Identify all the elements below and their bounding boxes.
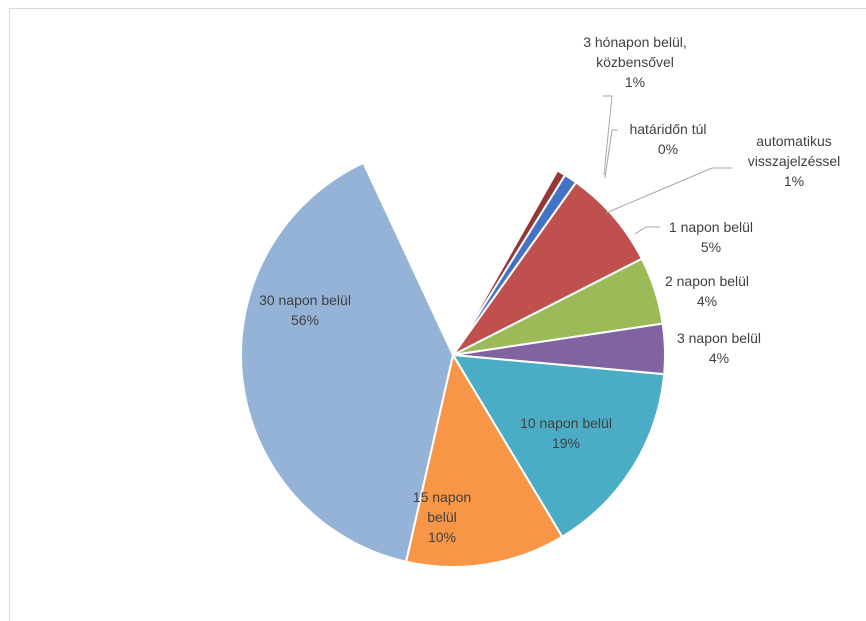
leader-lines (603, 95, 732, 235)
label-3-honapon: 3 hónapon belül, közbensővel 1% (583, 34, 687, 90)
chart-area (9, 8, 866, 621)
slice-hataridon-tul (452, 169, 558, 356)
label-1-napon: 1 napon belül 5% (669, 219, 753, 255)
leader-3-honapon (603, 95, 613, 176)
slice-15-napon (404, 352, 564, 568)
label-10-napon: 10 napon belül 19% (520, 415, 612, 451)
slice-10-napon (451, 353, 666, 539)
data-labels: automatikus visszajelzéssel 1% 1 napon belü… (259, 34, 840, 545)
leader-hataridon-tul (604, 129, 618, 179)
leader-automatikus (605, 167, 732, 214)
label-hataridon-tul: határidőn túl 0% (629, 121, 706, 157)
leader-1-napon (634, 226, 660, 235)
label-15-napon: 15 napon belül 10% (413, 489, 471, 545)
slice-1-napon (452, 181, 644, 356)
slice-30-napon (239, 161, 455, 563)
label-2-napon: 2 napon belül 4% (665, 273, 749, 309)
label-30-napon: 30 napon belül 56% (259, 292, 351, 328)
label-3-napon: 3 napon belül 4% (677, 330, 761, 366)
pie-slices (239, 161, 666, 568)
label-automatikus: automatikus visszajelzéssel 1% (748, 133, 841, 189)
